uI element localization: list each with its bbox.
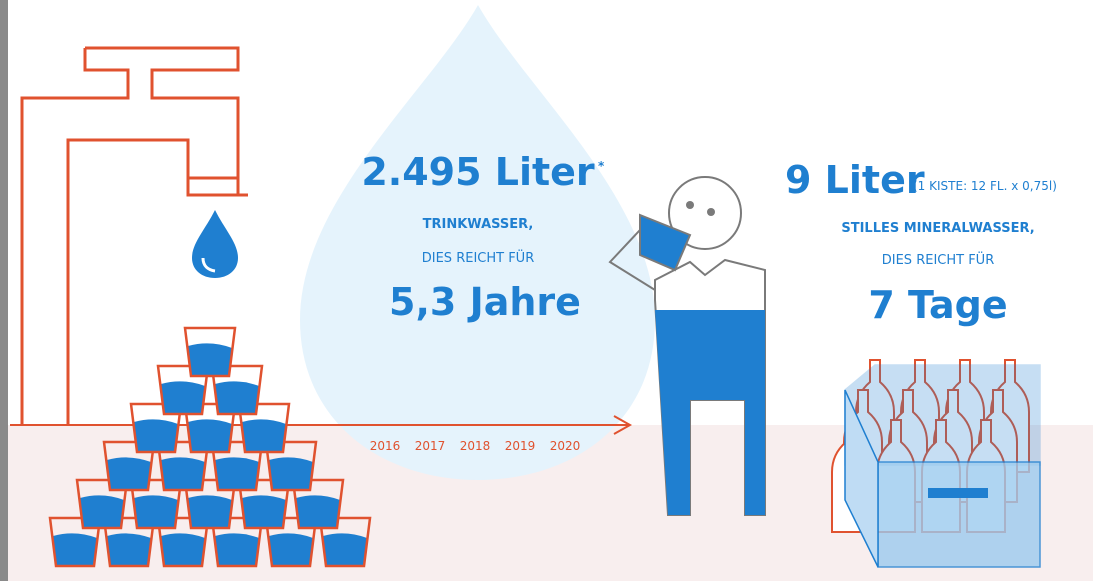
cup-water [296,495,340,528]
cup-water [107,533,151,566]
cup-water [188,419,232,452]
cup-water [134,419,178,452]
cup-water [161,457,205,490]
note: (1 KISTE: 12 FL. x 0,75l) [913,179,1057,193]
cup-water [215,457,259,490]
cup-water [134,495,178,528]
water-crate [832,360,1040,567]
crate-front [878,462,1040,567]
cup-water [242,495,286,528]
footnote-mark: * [598,159,605,173]
cup-water [80,495,124,528]
crate-handle [928,488,988,498]
cup-water [107,457,151,490]
cup-water [215,533,259,566]
cup-water [188,343,232,376]
cup-water [161,381,205,414]
result: 7 Tage [868,283,1007,327]
headline: 9 Liter [785,158,925,202]
cup-water [188,495,232,528]
year-label: 2018 [460,439,491,453]
label: DIES REICHT FÜR [882,251,994,268]
crate-back [845,365,1040,465]
result: 5,3 Jahre [389,280,581,324]
cup-water [323,533,367,566]
year-label: 2016 [370,439,401,453]
infographic: 2016 2017 2018 2019 2020 2.495 Liter * T… [0,0,1093,581]
cup-water [269,533,313,566]
cup-water [161,533,205,566]
year-label: 2019 [505,439,536,453]
headline: 2.495 Liter [361,150,595,194]
cup-water [269,457,313,490]
label: STILLES MINERALWASSER, [841,221,1034,236]
cup-water [215,381,259,414]
cup-water [242,419,286,452]
year-label: 2017 [415,439,446,453]
label: TRINKWASSER, [423,217,534,232]
left-edge [0,0,8,581]
label: DIES REICHT FÜR [422,249,534,266]
cup-water [53,533,97,566]
year-label: 2020 [550,439,581,453]
